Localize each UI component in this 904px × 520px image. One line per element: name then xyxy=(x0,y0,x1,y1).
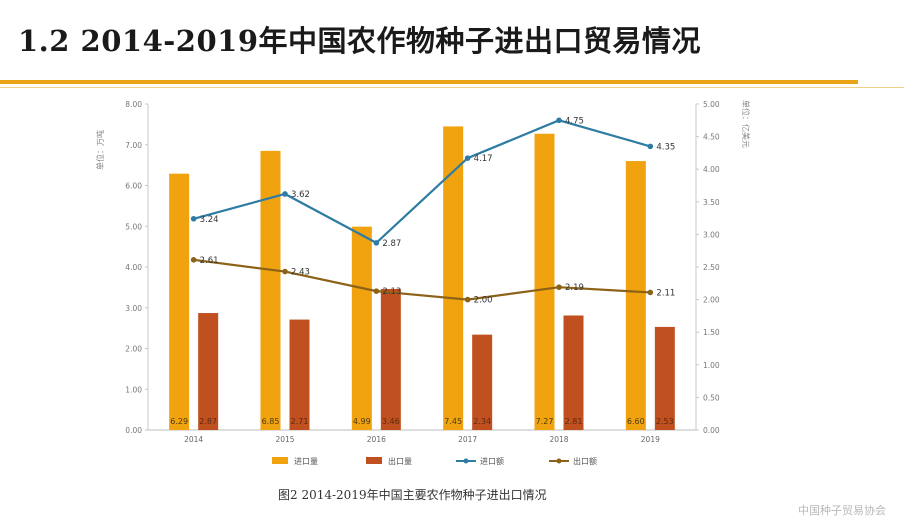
import-value-point xyxy=(282,191,288,197)
legend-label: 进口量 xyxy=(294,457,318,466)
export-value-point xyxy=(373,288,380,294)
export-value-point xyxy=(190,257,197,263)
bar-import-volume xyxy=(169,173,190,430)
export-value-line xyxy=(193,258,651,301)
right-tick-label: 1.50 xyxy=(703,328,720,337)
export-value-data-label: 2.19 xyxy=(565,283,584,293)
legend-label: 出口额 xyxy=(573,456,597,466)
watermark: 中国种子贸易协会 xyxy=(798,504,886,517)
legend-swatch xyxy=(366,457,382,464)
export-value-point xyxy=(556,284,562,291)
bar-label-import-volume: 6.29 xyxy=(170,417,188,426)
right-tick-label: 2.50 xyxy=(703,263,720,272)
export-value-point xyxy=(282,268,288,275)
bar-export-volume xyxy=(380,289,401,430)
legend-label: 进口额 xyxy=(480,456,504,466)
bar-label-export-volume: 2.87 xyxy=(199,417,217,426)
left-tick-label: 1.00 xyxy=(125,385,142,394)
left-tick-label: 6.00 xyxy=(125,182,142,191)
right-tick-label: 3.50 xyxy=(703,198,720,207)
export-value-data-label: 2.13 xyxy=(382,287,401,297)
import-value-point xyxy=(464,155,471,161)
right-tick-label: 0.00 xyxy=(703,426,720,435)
left-tick-label: 3.00 xyxy=(125,304,142,313)
bar-label-import-volume: 6.85 xyxy=(262,417,280,426)
bar-import-volume xyxy=(351,226,372,430)
bar-import-volume xyxy=(625,161,646,431)
right-tick-label: 3.00 xyxy=(703,230,720,239)
title-divider xyxy=(0,80,858,84)
import-value-point xyxy=(373,240,380,246)
right-tick-label: 0.50 xyxy=(703,393,720,402)
right-tick-label: 2.00 xyxy=(703,296,720,305)
export-value-point xyxy=(464,296,471,303)
import-value-line xyxy=(193,119,651,245)
import-value-data-label: 4.75 xyxy=(565,116,584,126)
left-tick-label: 8.00 xyxy=(125,100,142,109)
import-value-point xyxy=(556,117,562,124)
title-divider-thin xyxy=(0,87,904,88)
bar-label-import-volume: 6.60 xyxy=(627,417,645,426)
x-tick-label: 2016 xyxy=(367,435,386,444)
import-value-data-label: 2.87 xyxy=(382,239,401,249)
bar-label-export-volume: 3.46 xyxy=(382,417,400,426)
export-value-data-label: 2.00 xyxy=(474,296,493,306)
right-tick-label: 1.00 xyxy=(703,361,720,370)
bar-label-import-volume: 7.27 xyxy=(536,417,554,426)
legend-swatch xyxy=(272,457,288,464)
left-tick-label: 0.00 xyxy=(125,426,142,435)
bar-export-volume xyxy=(563,315,584,430)
bar-export-volume xyxy=(654,326,675,430)
x-tick-label: 2015 xyxy=(275,435,294,444)
right-tick-label: 5.00 xyxy=(703,100,720,109)
export-value-point xyxy=(647,289,654,296)
page-title: 1.2 2014-2019年中国农作物种子进出口贸易情况 xyxy=(18,24,702,58)
left-tick-label: 7.00 xyxy=(125,141,142,150)
bar-label-export-volume: 2.71 xyxy=(291,417,309,426)
right-tick-label: 4.00 xyxy=(703,165,720,174)
export-value-data-label: 2.43 xyxy=(291,268,310,278)
bar-import-volume xyxy=(534,133,555,430)
left-tick-label: 2.00 xyxy=(125,345,142,354)
left-axis-label: 单位：万吨 xyxy=(95,130,105,170)
right-tick-label: 4.50 xyxy=(703,133,720,142)
left-tick-label: 5.00 xyxy=(125,222,142,231)
bar-export-volume xyxy=(472,334,493,430)
x-tick-label: 2017 xyxy=(458,435,477,444)
bar-import-volume xyxy=(260,150,281,431)
import-value-data-label: 4.17 xyxy=(474,154,493,164)
right-axis-label: 单位：亿美元 xyxy=(741,100,751,148)
legend-marker xyxy=(463,458,469,464)
left-tick-label: 4.00 xyxy=(125,263,142,272)
bar-label-export-volume: 2.34 xyxy=(473,417,491,426)
export-value-data-label: 2.61 xyxy=(200,256,219,266)
import-value-point xyxy=(190,215,197,222)
bar-import-volume xyxy=(443,126,464,430)
bar-label-export-volume: 2.81 xyxy=(565,417,583,426)
import-value-data-label: 3.62 xyxy=(291,190,310,200)
bar-label-import-volume: 7.45 xyxy=(444,417,462,426)
x-tick-label: 2018 xyxy=(549,435,568,444)
export-value-data-label: 2.11 xyxy=(656,288,675,298)
bar-export-volume xyxy=(198,313,219,430)
x-tick-label: 2019 xyxy=(641,435,660,444)
bar-label-import-volume: 4.99 xyxy=(353,417,371,426)
import-value-point xyxy=(647,143,654,150)
bar-label-export-volume: 2.53 xyxy=(656,417,674,426)
import-value-data-label: 3.24 xyxy=(200,215,219,225)
legend-label: 出口量 xyxy=(388,456,412,466)
legend-marker xyxy=(556,458,562,464)
figure-caption: 图2 2014-2019年中国主要农作物种子进出口情况 xyxy=(278,488,547,502)
bar-export-volume xyxy=(289,319,310,430)
x-tick-label: 2014 xyxy=(184,435,203,444)
import-value-data-label: 4.35 xyxy=(656,142,675,152)
